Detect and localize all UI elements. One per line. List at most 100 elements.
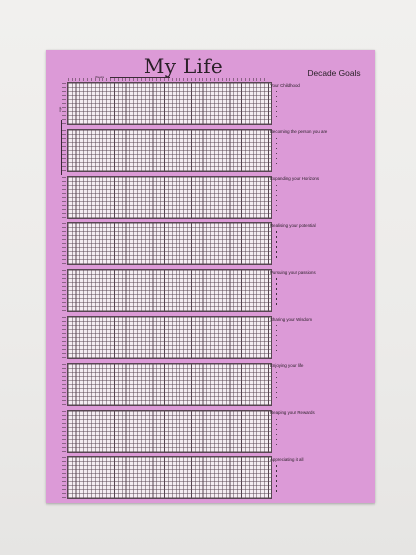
decade-goal-label: Sharing your Wisdom bbox=[270, 316, 312, 322]
goal-bullet-point bbox=[276, 231, 278, 233]
decade-goal-label: Pursuing your passions bbox=[270, 269, 316, 275]
age-number-column bbox=[62, 223, 66, 265]
life-calendar-poster: My Life Decade Goals Weeks Age Your Chil… bbox=[46, 50, 375, 503]
goal-bullet-point bbox=[276, 485, 278, 487]
poster-shadow bbox=[46, 503, 375, 506]
goal-bullet-point bbox=[276, 396, 278, 399]
goal-bullet-point bbox=[276, 391, 278, 394]
age-number-column bbox=[62, 83, 66, 124]
goal-bullet-point bbox=[276, 475, 278, 477]
goal-bullet-point bbox=[276, 152, 278, 155]
goal-bullet-point bbox=[276, 350, 278, 352]
goal-bullet-point bbox=[276, 137, 278, 140]
goal-bullet-point bbox=[276, 465, 278, 467]
goal-bullet-point bbox=[276, 194, 278, 197]
goal-bullet-point bbox=[276, 101, 278, 103]
goal-bullet-point bbox=[276, 325, 278, 327]
goal-bullet-point bbox=[276, 184, 278, 187]
weeks-axis-arrow bbox=[110, 76, 170, 78]
weeks-grid bbox=[67, 362, 272, 406]
weeks-grid bbox=[67, 82, 272, 125]
goal-bullet-point bbox=[276, 438, 278, 441]
age-number-column bbox=[62, 129, 66, 171]
weeks-grid bbox=[67, 222, 272, 266]
decade-goal-section: Becoming the person you are bbox=[270, 129, 370, 165]
goal-bullet-point bbox=[276, 371, 278, 374]
weeks-grid bbox=[67, 316, 272, 359]
decade-grid-block bbox=[62, 409, 272, 453]
goal-bullet-point bbox=[276, 236, 278, 238]
goal-bullet-point bbox=[276, 303, 278, 305]
weeks-grid bbox=[67, 269, 272, 313]
goal-bullet-point bbox=[276, 345, 278, 347]
age-number-column bbox=[62, 270, 66, 312]
decade-grid-block bbox=[62, 316, 272, 359]
decade-goal-label: Appreciating it all bbox=[270, 456, 304, 462]
goal-bullet-point bbox=[276, 116, 278, 118]
decade-grid-block bbox=[62, 362, 272, 406]
decade-goal-label: Realising your potential bbox=[270, 222, 316, 228]
goal-bullet-point bbox=[276, 443, 278, 445]
decade-goal-label: Your Childhood bbox=[270, 82, 300, 88]
decade-grid-block bbox=[62, 269, 272, 313]
decade-goal-label: Expanding your Horizons bbox=[270, 176, 320, 182]
age-number-column bbox=[62, 317, 66, 358]
goal-bullet-point bbox=[276, 330, 278, 332]
goal-bullet-point bbox=[276, 199, 278, 202]
decade-goal-section: Sharing your Wisdom bbox=[270, 317, 370, 352]
goal-bullet-point bbox=[276, 428, 278, 431]
goal-bullet-point bbox=[276, 335, 278, 337]
goal-bullet-point bbox=[276, 111, 278, 113]
goal-bullet-point bbox=[276, 162, 278, 165]
weeks-grid bbox=[67, 175, 272, 219]
decade-goal-label: Reaping your Rewards bbox=[270, 410, 315, 416]
decade-goal-section: Pursuing your passions bbox=[270, 270, 370, 305]
week-number-ticks bbox=[68, 78, 268, 81]
decade-goals-heading: Decade Goals bbox=[307, 68, 361, 78]
decade-grid-block bbox=[62, 456, 272, 500]
weeks-grid bbox=[67, 409, 272, 453]
weeks-axis-label: Weeks bbox=[95, 75, 105, 79]
decade-goal-label: Enjoying your life bbox=[270, 363, 304, 369]
age-number-column bbox=[62, 176, 66, 218]
decade-goal-section: Enjoying your life bbox=[270, 363, 370, 399]
goal-bullet-point bbox=[276, 470, 278, 472]
goal-bullet-point bbox=[276, 91, 278, 93]
goal-bullet-point bbox=[276, 283, 278, 285]
goal-bullet-point bbox=[276, 189, 278, 192]
decade-grid-block bbox=[62, 222, 272, 266]
goal-bullet-point bbox=[276, 490, 278, 492]
decade-goal-section: Your Childhood bbox=[270, 83, 370, 118]
goal-bullet-point bbox=[276, 246, 278, 248]
goal-bullet-point bbox=[276, 157, 278, 160]
goal-bullet-point bbox=[276, 278, 278, 280]
goal-bullet-point bbox=[276, 256, 278, 258]
decade-grid-block bbox=[62, 82, 272, 125]
decade-goal-section: Expanding your Horizons bbox=[270, 176, 370, 211]
goal-bullet-point bbox=[276, 381, 278, 384]
goal-bullet-point bbox=[276, 418, 278, 421]
age-axis-arrow bbox=[61, 120, 62, 175]
goal-bullet-point bbox=[276, 209, 278, 211]
goal-bullet-point bbox=[276, 106, 278, 108]
goal-bullet-point bbox=[276, 293, 278, 295]
goal-bullet-point bbox=[276, 251, 278, 253]
decade-goal-label: Becoming the person you are bbox=[270, 129, 328, 135]
goal-bullet-point bbox=[276, 241, 278, 243]
goal-bullet-point bbox=[276, 376, 278, 379]
decade-goal-section: Appreciating it all bbox=[270, 457, 370, 492]
age-number-column bbox=[62, 457, 66, 499]
weeks-grid bbox=[67, 456, 272, 500]
decade-goal-section: Realising your potential bbox=[270, 223, 370, 258]
goal-bullet-point bbox=[276, 480, 278, 482]
goal-bullet-point bbox=[276, 96, 278, 98]
goal-bullet-point bbox=[276, 204, 278, 207]
weeks-grid bbox=[67, 128, 272, 172]
age-number-column bbox=[62, 410, 66, 452]
goal-bullet-point bbox=[276, 423, 278, 426]
decade-goal-section: Reaping your Rewards bbox=[270, 410, 370, 445]
goal-bullet-point bbox=[276, 340, 278, 342]
goal-bullet-point bbox=[276, 147, 278, 150]
goal-bullet-point bbox=[276, 288, 278, 290]
goal-bullet-point bbox=[276, 298, 278, 300]
